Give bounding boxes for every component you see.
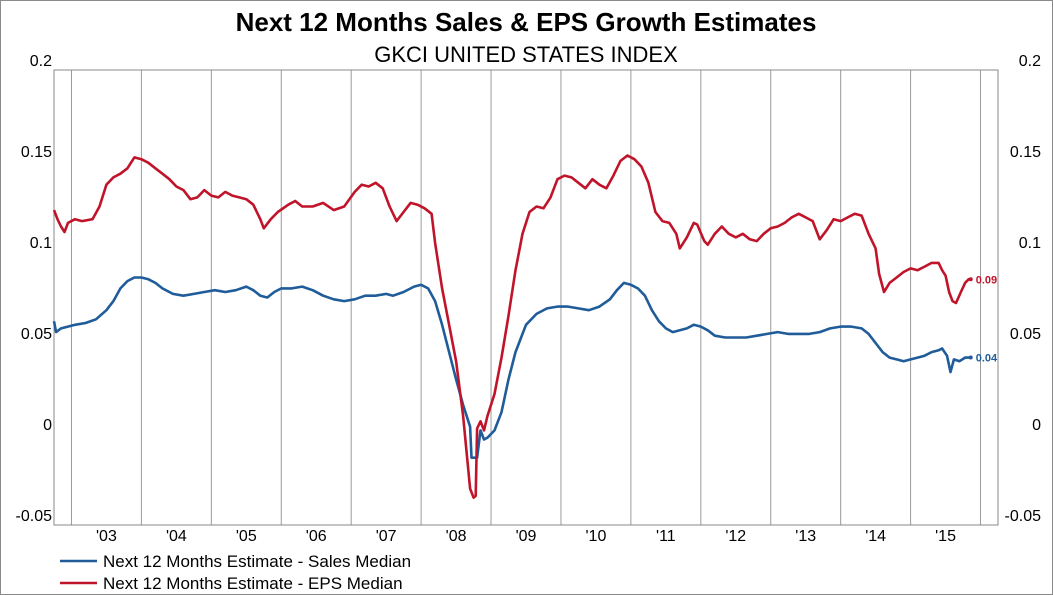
series-end-label: 0.09 (976, 274, 997, 286)
x-tick-label: '04 (166, 528, 187, 545)
x-axis: '03 '04 '05 '06 '07 '08 '09 '10 '11 '12 '13 '14 '15 (96, 528, 956, 545)
x-tick-label: '07 (376, 528, 397, 545)
series-end-label: 0.04 (976, 353, 998, 365)
y-tick-label-left: 0.05 (21, 326, 52, 343)
x-tick-label: '09 (516, 528, 537, 545)
y-axis-right: 0.2 0.15 0.1 0.05 0 -0.05 (1005, 53, 1042, 525)
x-tick-label: '15 (935, 528, 956, 545)
x-tick-label: '11 (656, 528, 676, 545)
x-tick-label: '13 (795, 528, 816, 545)
legend: Next 12 Months Estimate - Sales Median Ne… (60, 552, 411, 593)
x-tick-label: '12 (725, 528, 746, 545)
series-line-eps (52, 154, 971, 499)
series-end-marker (968, 277, 973, 282)
x-tick-label: '06 (306, 528, 327, 545)
gridlines (70, 70, 982, 525)
y-tick-label-left: 0 (43, 417, 52, 434)
legend-label: Next 12 Months Estimate - EPS Median (103, 574, 403, 593)
x-tick-label: '14 (865, 528, 886, 545)
series-lines: 0.04 0.09 (52, 154, 998, 499)
y-tick-label-right: -0.05 (1005, 508, 1042, 525)
y-tick-label-right: 0.15 (1010, 144, 1041, 161)
legend-label: Next 12 Months Estimate - Sales Median (103, 552, 411, 571)
x-tick-label: '05 (236, 528, 257, 545)
y-tick-label-left: 0.15 (21, 144, 52, 161)
chart-subtitle: GKCI UNITED STATES INDEX (374, 42, 678, 67)
y-tick-label-right: 0.05 (1010, 326, 1041, 343)
plot-area (53, 69, 999, 526)
series-end-marker (968, 355, 973, 360)
x-tick-label: '08 (446, 528, 467, 545)
y-tick-label-left: -0.05 (16, 508, 53, 525)
chart-title: Next 12 Months Sales & EPS Growth Estima… (236, 7, 817, 37)
series-line-sales (52, 276, 971, 459)
y-tick-label-left: 0.2 (30, 53, 52, 70)
y-tick-label-right: 0.1 (1019, 235, 1041, 252)
x-tick-label: '10 (585, 528, 606, 545)
y-tick-label-left: 0.1 (30, 235, 52, 252)
y-tick-label-right: 0 (1032, 417, 1041, 434)
x-tick-label: '03 (96, 528, 117, 545)
y-tick-label-right: 0.2 (1019, 53, 1041, 70)
y-axis-left: 0.2 0.15 0.1 0.05 0 -0.05 (16, 53, 53, 525)
